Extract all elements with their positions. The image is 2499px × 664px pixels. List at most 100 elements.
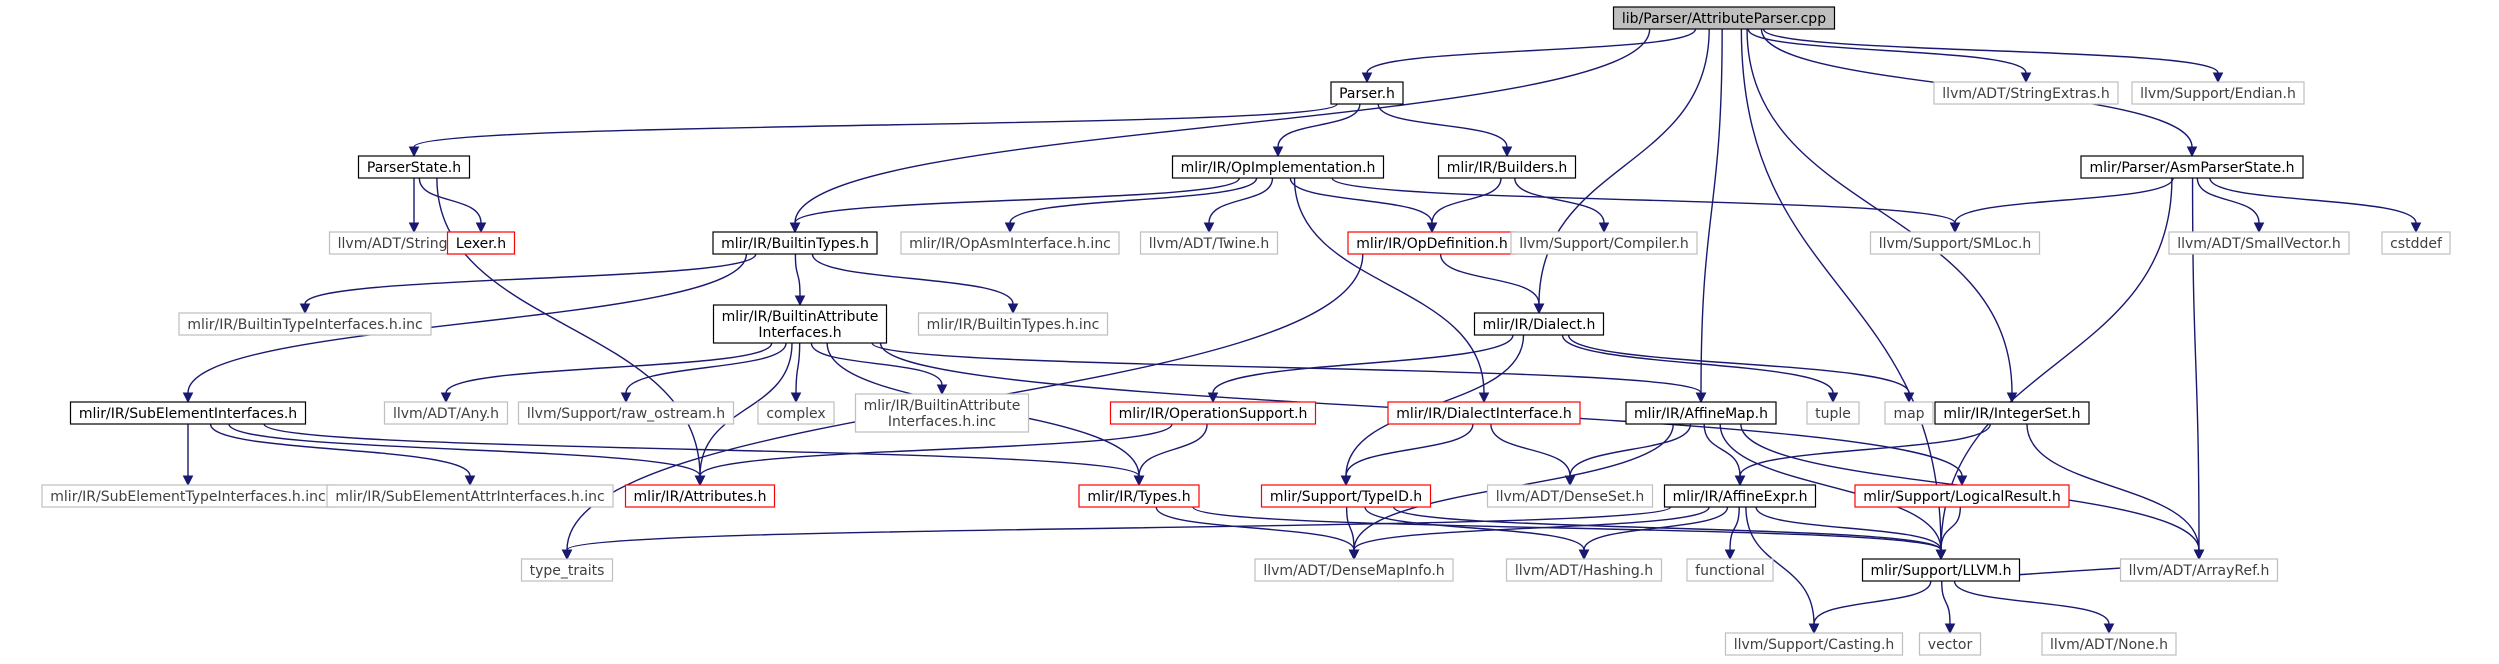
graph-node-densesett[interactable]: llvm/ADT/DenseSet.h bbox=[1486, 484, 1654, 508]
node-label: mlir/Parser/AsmParserState.h bbox=[2089, 160, 2294, 176]
node-label: mlir/Support/TypeID.h bbox=[1270, 489, 1422, 505]
graph-node-endian[interactable]: llvm/Support/Endian.h bbox=[2131, 81, 2305, 105]
edge-builtinattrinterfaces-to-builtinattrinc bbox=[810, 342, 948, 396]
node-box bbox=[517, 401, 735, 425]
node-label: vector bbox=[1928, 637, 1973, 653]
graph-node-opsupport[interactable]: mlir/IR/OperationSupport.h bbox=[1109, 401, 1317, 425]
node-label: llvm/ADT/ArrayRef.h bbox=[2129, 563, 2270, 579]
node-label: llvm/Support/Compiler.h bbox=[1519, 236, 1689, 252]
node-box bbox=[1510, 231, 1698, 255]
graph-node-rawostream[interactable]: llvm/Support/raw_ostream.h bbox=[517, 401, 735, 425]
graph-node-logicalresult[interactable]: mlir/Support/LogicalResult.h bbox=[1854, 484, 2070, 508]
graph-node-none[interactable]: llvm/ADT/None.h bbox=[2041, 632, 2177, 656]
node-label: mlir/Support/LogicalResult.h bbox=[1863, 489, 2061, 505]
graph-node-complex[interactable]: complex bbox=[757, 401, 835, 425]
graph-node-llvmh[interactable]: mlir/Support/LLVM.h bbox=[1861, 558, 2021, 582]
edge-affineexpr-to-functional bbox=[1724, 506, 1740, 561]
edge-asmparserstate-to-smallvector bbox=[2196, 177, 2265, 234]
graph-node-casting[interactable]: llvm/Support/Casting.h bbox=[1724, 632, 1904, 656]
graph-node-root[interactable]: lib/Parser/AttributeParser.cpp bbox=[1612, 6, 1836, 30]
node-label: llvm/ADT/SmallVector.h bbox=[2177, 236, 2341, 252]
edge-builders-to-opdefinition bbox=[1426, 177, 1502, 234]
graph-node-typeid[interactable]: mlir/Support/TypeID.h bbox=[1260, 484, 1432, 508]
node-box bbox=[1934, 401, 2090, 425]
graph-node-affineexpr[interactable]: mlir/IR/AffineExpr.h bbox=[1663, 484, 1817, 508]
graph-node-parser-h[interactable]: Parser.h bbox=[1330, 81, 1404, 105]
graph-node-any[interactable]: llvm/ADT/Any.h bbox=[383, 401, 509, 425]
edge-typeid-to-llvmh bbox=[1392, 506, 1947, 561]
edge-subelement-to-subelementtype bbox=[182, 424, 194, 487]
graph-node-affinemap[interactable]: mlir/IR/AffineMap.h bbox=[1625, 401, 1777, 425]
graph-node-smallvector[interactable]: llvm/ADT/SmallVector.h bbox=[2168, 231, 2350, 255]
edge-affineexpr-to-llvmh bbox=[1755, 506, 1947, 561]
edge-affineexpr-to-hashing bbox=[1578, 506, 1729, 561]
graph-node-asmparserstate[interactable]: mlir/Parser/AsmParserState.h bbox=[2080, 155, 2304, 179]
graph-node-twine[interactable]: llvm/ADT/Twine.h bbox=[1139, 231, 1279, 255]
node-box bbox=[2119, 558, 2279, 582]
graph-node-densemapinfo[interactable]: llvm/ADT/DenseMapInfo.h bbox=[1254, 558, 1454, 582]
edge-builtintypes-to-subelement bbox=[182, 253, 748, 404]
graph-node-cstddef[interactable]: cstddef bbox=[2381, 231, 2451, 255]
graph-node-builders[interactable]: mlir/IR/Builders.h bbox=[1437, 155, 1577, 179]
node-label: mlir/IR/IntegerSet.h bbox=[1943, 406, 2080, 422]
node-box bbox=[1854, 484, 2070, 508]
node-box bbox=[712, 231, 878, 255]
graph-node-types[interactable]: mlir/IR/Types.h bbox=[1078, 484, 1200, 508]
graph-node-attributes[interactable]: mlir/IR/Attributes.h bbox=[624, 484, 776, 508]
graph-node-vector[interactable]: vector bbox=[1918, 632, 1982, 656]
graph-node-opimpl[interactable]: mlir/IR/OpImplementation.h bbox=[1171, 155, 1385, 179]
edge-builtinattrinterfaces-to-affinemap bbox=[871, 342, 1707, 404]
node-label: mlir/IR/BuiltinTypes.h bbox=[721, 236, 869, 252]
node-box bbox=[1473, 312, 1605, 336]
edge-opsupport-to-types bbox=[1133, 423, 1208, 487]
graph-node-functional[interactable]: functional bbox=[1686, 558, 1774, 582]
graph-node-stringextras[interactable]: llvm/ADT/StringExtras.h bbox=[1933, 81, 2119, 105]
graph-node-typetraits[interactable]: type_traits bbox=[520, 558, 614, 582]
node-box bbox=[1505, 558, 1663, 582]
graph-node-subelement[interactable]: mlir/IR/SubElementInterfaces.h bbox=[69, 401, 307, 425]
graph-node-opasminterface[interactable]: mlir/IR/OpAsmInterface.h.inc bbox=[900, 231, 1120, 255]
graph-node-opdefinition[interactable]: mlir/IR/OpDefinition.h bbox=[1347, 231, 1517, 255]
graph-node-integerset[interactable]: mlir/IR/IntegerSet.h bbox=[1934, 401, 2090, 425]
edge-parser-h-to-parserstate bbox=[408, 103, 1338, 158]
graph-node-smloc[interactable]: llvm/Support/SMLoc.h bbox=[1869, 231, 2041, 255]
graph-node-builtintypeinterfaces[interactable]: mlir/IR/BuiltinTypeInterfaces.h.inc bbox=[178, 312, 432, 336]
node-label: ParserState.h bbox=[367, 160, 461, 176]
graph-node-subelementtype[interactable]: mlir/IR/SubElementTypeInterfaces.h.inc bbox=[41, 484, 335, 508]
node-box bbox=[1663, 484, 1817, 508]
graph-node-tuple[interactable]: tuple bbox=[1806, 401, 1860, 425]
graph-node-dialectinterface[interactable]: mlir/IR/DialectInterface.h bbox=[1387, 401, 1581, 425]
graph-node-arrayref[interactable]: llvm/ADT/ArrayRef.h bbox=[2119, 558, 2279, 582]
edge-parser-h-to-builders bbox=[1377, 103, 1513, 158]
node-box bbox=[712, 304, 888, 344]
edge-llvmh-to-casting bbox=[1808, 580, 1932, 635]
node-label: llvm/ADT/Twine.h bbox=[1149, 236, 1269, 252]
node-box bbox=[1918, 632, 1982, 656]
graph-node-subelementattr[interactable]: mlir/IR/SubElementAttrInterfaces.h.inc bbox=[326, 484, 614, 508]
edge-asmparserstate-to-smloc bbox=[1949, 177, 2174, 234]
graph-node-dialect[interactable]: mlir/IR/Dialect.h bbox=[1473, 312, 1605, 336]
graph-node-parserstate[interactable]: ParserState.h bbox=[357, 155, 471, 179]
node-label: mlir/Support/LLVM.h bbox=[1871, 563, 2012, 579]
edge-opimpl-to-opasminterface bbox=[1004, 177, 1258, 234]
edge-builtinattrinterfaces-to-complex bbox=[790, 342, 802, 404]
edge-integerset-to-arrayref bbox=[2026, 423, 2205, 561]
edge-opdefinition-to-dialect bbox=[1439, 253, 1545, 315]
graph-node-compiler[interactable]: llvm/Support/Compiler.h bbox=[1510, 231, 1698, 255]
graph-node-map[interactable]: map bbox=[1884, 401, 1934, 425]
node-label: llvm/Support/SMLoc.h bbox=[1879, 236, 2032, 252]
edge-typeid-to-hashing bbox=[1364, 506, 1590, 561]
node-box bbox=[326, 484, 614, 508]
graph-node-builtintypes[interactable]: mlir/IR/BuiltinTypes.h bbox=[712, 231, 878, 255]
edge-opimpl-to-builtintypes bbox=[789, 177, 1241, 234]
edge-parser-h-to-opimpl bbox=[1272, 103, 1361, 158]
node-box bbox=[2168, 231, 2350, 255]
graph-node-hashing[interactable]: llvm/ADT/Hashing.h bbox=[1505, 558, 1663, 582]
graph-node-lexer[interactable]: Lexer.h bbox=[446, 231, 516, 255]
node-box bbox=[854, 393, 1030, 433]
graph-node-builtintypesinc[interactable]: mlir/IR/BuiltinTypes.h.inc bbox=[917, 312, 1109, 336]
node-box bbox=[357, 155, 471, 179]
